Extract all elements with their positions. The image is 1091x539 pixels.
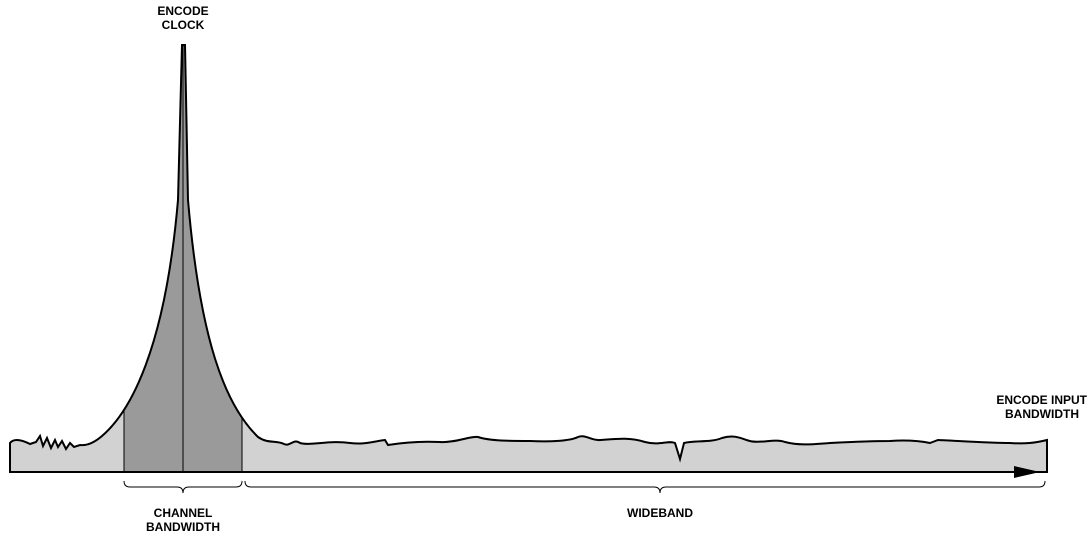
- input-bandwidth-label: BANDWIDTH: [1005, 407, 1079, 421]
- channel-region: [123, 45, 243, 472]
- channel-label: BANDWIDTH: [146, 520, 220, 534]
- channel-label: CHANNEL: [154, 506, 213, 520]
- wideband-noise: [10, 45, 1047, 472]
- channel-brace: [123, 480, 243, 494]
- wideband-brace: [244, 480, 1046, 494]
- clock-label: ENCODE: [157, 4, 208, 18]
- arrow-head: [1014, 466, 1040, 478]
- wideband-label: WIDEBAND: [627, 506, 693, 520]
- input-bandwidth-label: ENCODE INPUT: [996, 393, 1087, 407]
- clock-label: CLOCK: [162, 18, 205, 32]
